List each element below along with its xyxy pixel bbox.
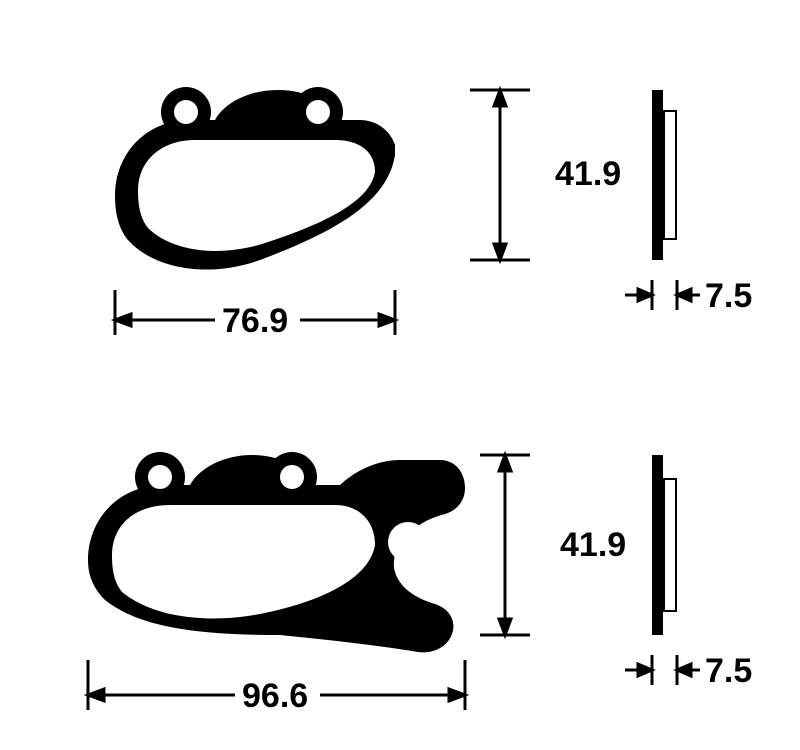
pad1-side	[652, 90, 677, 260]
pad1-width-label: 76.9	[222, 302, 288, 341]
pad2-thickness-dim	[625, 655, 700, 685]
diagram-svg	[0, 0, 800, 750]
pad1-thickness-label: 7.5	[705, 277, 752, 316]
pad1-front	[115, 87, 395, 270]
pad1-thickness-dim	[625, 280, 700, 310]
pad2-thickness-label: 7.5	[705, 652, 752, 691]
pad2-height-dim	[480, 455, 530, 635]
pad2-width-label: 96.6	[242, 677, 308, 716]
technical-diagram: 41.9 76.9 7.5 41.9 96.6 7.5	[0, 0, 800, 750]
pad1-height-label: 41.9	[555, 155, 621, 194]
pad2-side	[652, 455, 677, 635]
pad1-height-dim	[470, 90, 530, 260]
pad2-front	[88, 452, 465, 652]
pad2-height-label: 41.9	[560, 526, 626, 565]
